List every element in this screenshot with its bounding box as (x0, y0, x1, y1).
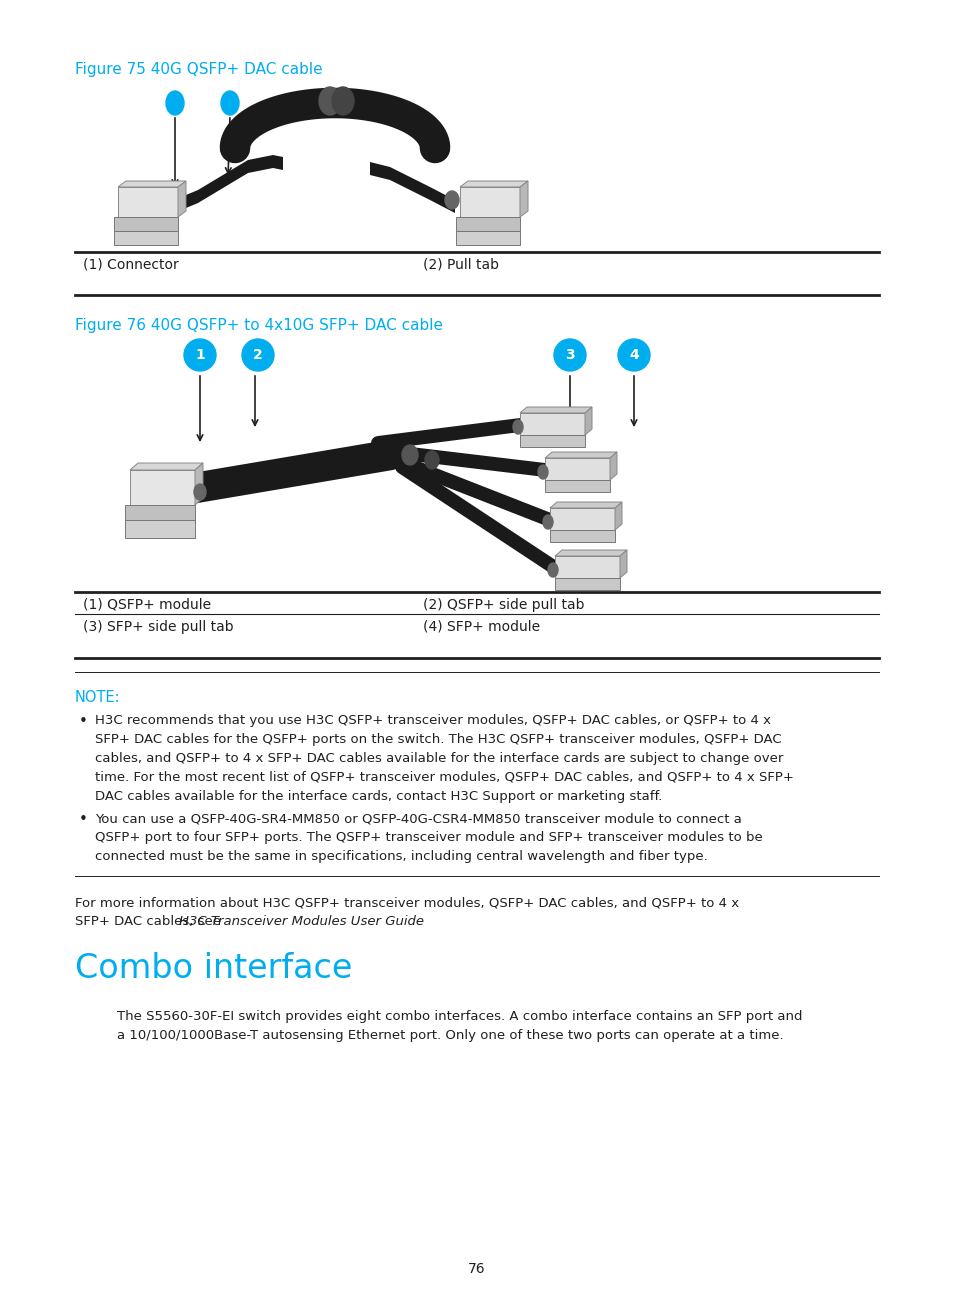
Text: DAC cables available for the interface cards, contact H3C Support or marketing s: DAC cables available for the interface c… (95, 791, 661, 804)
Polygon shape (173, 155, 283, 214)
Circle shape (554, 339, 585, 371)
Polygon shape (544, 480, 609, 492)
Text: SFP+ DAC cables, see: SFP+ DAC cables, see (75, 915, 225, 928)
Ellipse shape (166, 91, 184, 115)
Ellipse shape (193, 484, 206, 499)
Polygon shape (615, 502, 621, 531)
Polygon shape (550, 502, 621, 509)
Text: (1) QSFP+ module: (1) QSFP+ module (83, 598, 211, 612)
Polygon shape (118, 188, 178, 217)
Text: Combo interface: Combo interface (75, 952, 352, 985)
Text: Figure 75 40G QSFP+ DAC cable: Figure 75 40G QSFP+ DAC cable (75, 62, 322, 78)
Text: connected must be the same in specifications, including central wavelength and f: connected must be the same in specificat… (95, 850, 707, 863)
Text: .: . (354, 915, 357, 928)
Ellipse shape (221, 91, 239, 115)
Text: (1) Connector: (1) Connector (83, 258, 178, 272)
Polygon shape (555, 578, 619, 590)
Polygon shape (550, 531, 615, 542)
Text: (4) SFP+ module: (4) SFP+ module (422, 620, 539, 634)
Polygon shape (125, 505, 194, 520)
Text: Figure 76 40G QSFP+ to 4x10G SFP+ DAC cable: Figure 76 40G QSFP+ to 4x10G SFP+ DAC ca… (75, 318, 442, 333)
Text: a 10/100/1000Base-T autosensing Ethernet port. Only one of these two ports can o: a 10/100/1000Base-T autosensing Ethernet… (117, 1029, 782, 1042)
Text: (2) Pull tab: (2) Pull tab (422, 258, 498, 272)
Ellipse shape (547, 563, 558, 577)
Text: 3: 3 (564, 348, 575, 362)
Text: 76: 76 (468, 1262, 485, 1276)
Polygon shape (459, 181, 527, 188)
Ellipse shape (318, 87, 340, 115)
Polygon shape (178, 181, 186, 217)
Text: •: • (79, 813, 88, 827)
Text: For more information about H3C QSFP+ transceiver modules, QSFP+ DAC cables, and : For more information about H3C QSFP+ tra… (75, 895, 739, 908)
Polygon shape (550, 509, 615, 531)
Ellipse shape (537, 465, 547, 479)
Polygon shape (519, 181, 527, 217)
Text: SFP+ DAC cables for the QSFP+ ports on the switch. The H3C QSFP+ transceiver mod: SFP+ DAC cables for the QSFP+ ports on t… (95, 732, 781, 747)
Polygon shape (519, 408, 592, 413)
Polygon shape (130, 463, 203, 470)
Circle shape (618, 339, 649, 371)
Text: H3C Transceiver Modules User Guide: H3C Transceiver Modules User Guide (179, 915, 423, 928)
Circle shape (242, 339, 274, 371)
Polygon shape (459, 188, 519, 217)
Text: 2: 2 (253, 348, 263, 362)
Polygon shape (544, 458, 609, 480)
Circle shape (184, 339, 215, 371)
Text: time. For the most recent list of QSFP+ transceiver modules, QSFP+ DAC cables, a: time. For the most recent list of QSFP+ … (95, 771, 793, 784)
Text: NOTE:: NOTE: (75, 690, 120, 705)
Text: 4: 4 (628, 348, 639, 362)
Polygon shape (555, 556, 619, 578)
Polygon shape (113, 232, 178, 245)
Polygon shape (370, 162, 455, 214)
Text: You can use a QSFP-40G-SR4-MM850 or QSFP-40G-CSR4-MM850 transceiver module to co: You can use a QSFP-40G-SR4-MM850 or QSFP… (95, 813, 741, 826)
Ellipse shape (401, 445, 417, 465)
Polygon shape (113, 217, 178, 232)
Ellipse shape (332, 87, 354, 115)
Polygon shape (456, 217, 519, 232)
Polygon shape (619, 550, 626, 578)
Polygon shape (130, 470, 194, 505)
Polygon shape (544, 452, 617, 458)
Text: QSFP+ port to four SFP+ ports. The QSFP+ transceiver module and SFP+ transceiver: QSFP+ port to four SFP+ ports. The QSFP+… (95, 831, 762, 844)
Polygon shape (519, 435, 584, 446)
Text: (3) SFP+ side pull tab: (3) SFP+ side pull tab (83, 620, 233, 634)
Polygon shape (125, 520, 194, 538)
Text: 1: 1 (195, 348, 205, 362)
Polygon shape (194, 463, 203, 505)
Polygon shape (456, 232, 519, 245)
Ellipse shape (444, 192, 458, 210)
Polygon shape (118, 181, 186, 188)
Ellipse shape (424, 452, 438, 468)
Polygon shape (609, 452, 617, 480)
Ellipse shape (542, 515, 553, 529)
Polygon shape (555, 550, 626, 556)
Ellipse shape (513, 421, 522, 433)
Text: cables, and QSFP+ to 4 x SFP+ DAC cables available for the interface cards are s: cables, and QSFP+ to 4 x SFP+ DAC cables… (95, 752, 782, 765)
Polygon shape (519, 413, 584, 435)
Text: The S5560-30F-EI switch provides eight combo interfaces. A combo interface conta: The S5560-30F-EI switch provides eight c… (117, 1011, 801, 1024)
Text: H3C recommends that you use H3C QSFP+ transceiver modules, QSFP+ DAC cables, or : H3C recommends that you use H3C QSFP+ tr… (95, 714, 770, 727)
Text: (2) QSFP+ side pull tab: (2) QSFP+ side pull tab (422, 598, 584, 612)
Polygon shape (584, 408, 592, 435)
Text: •: • (79, 714, 88, 729)
